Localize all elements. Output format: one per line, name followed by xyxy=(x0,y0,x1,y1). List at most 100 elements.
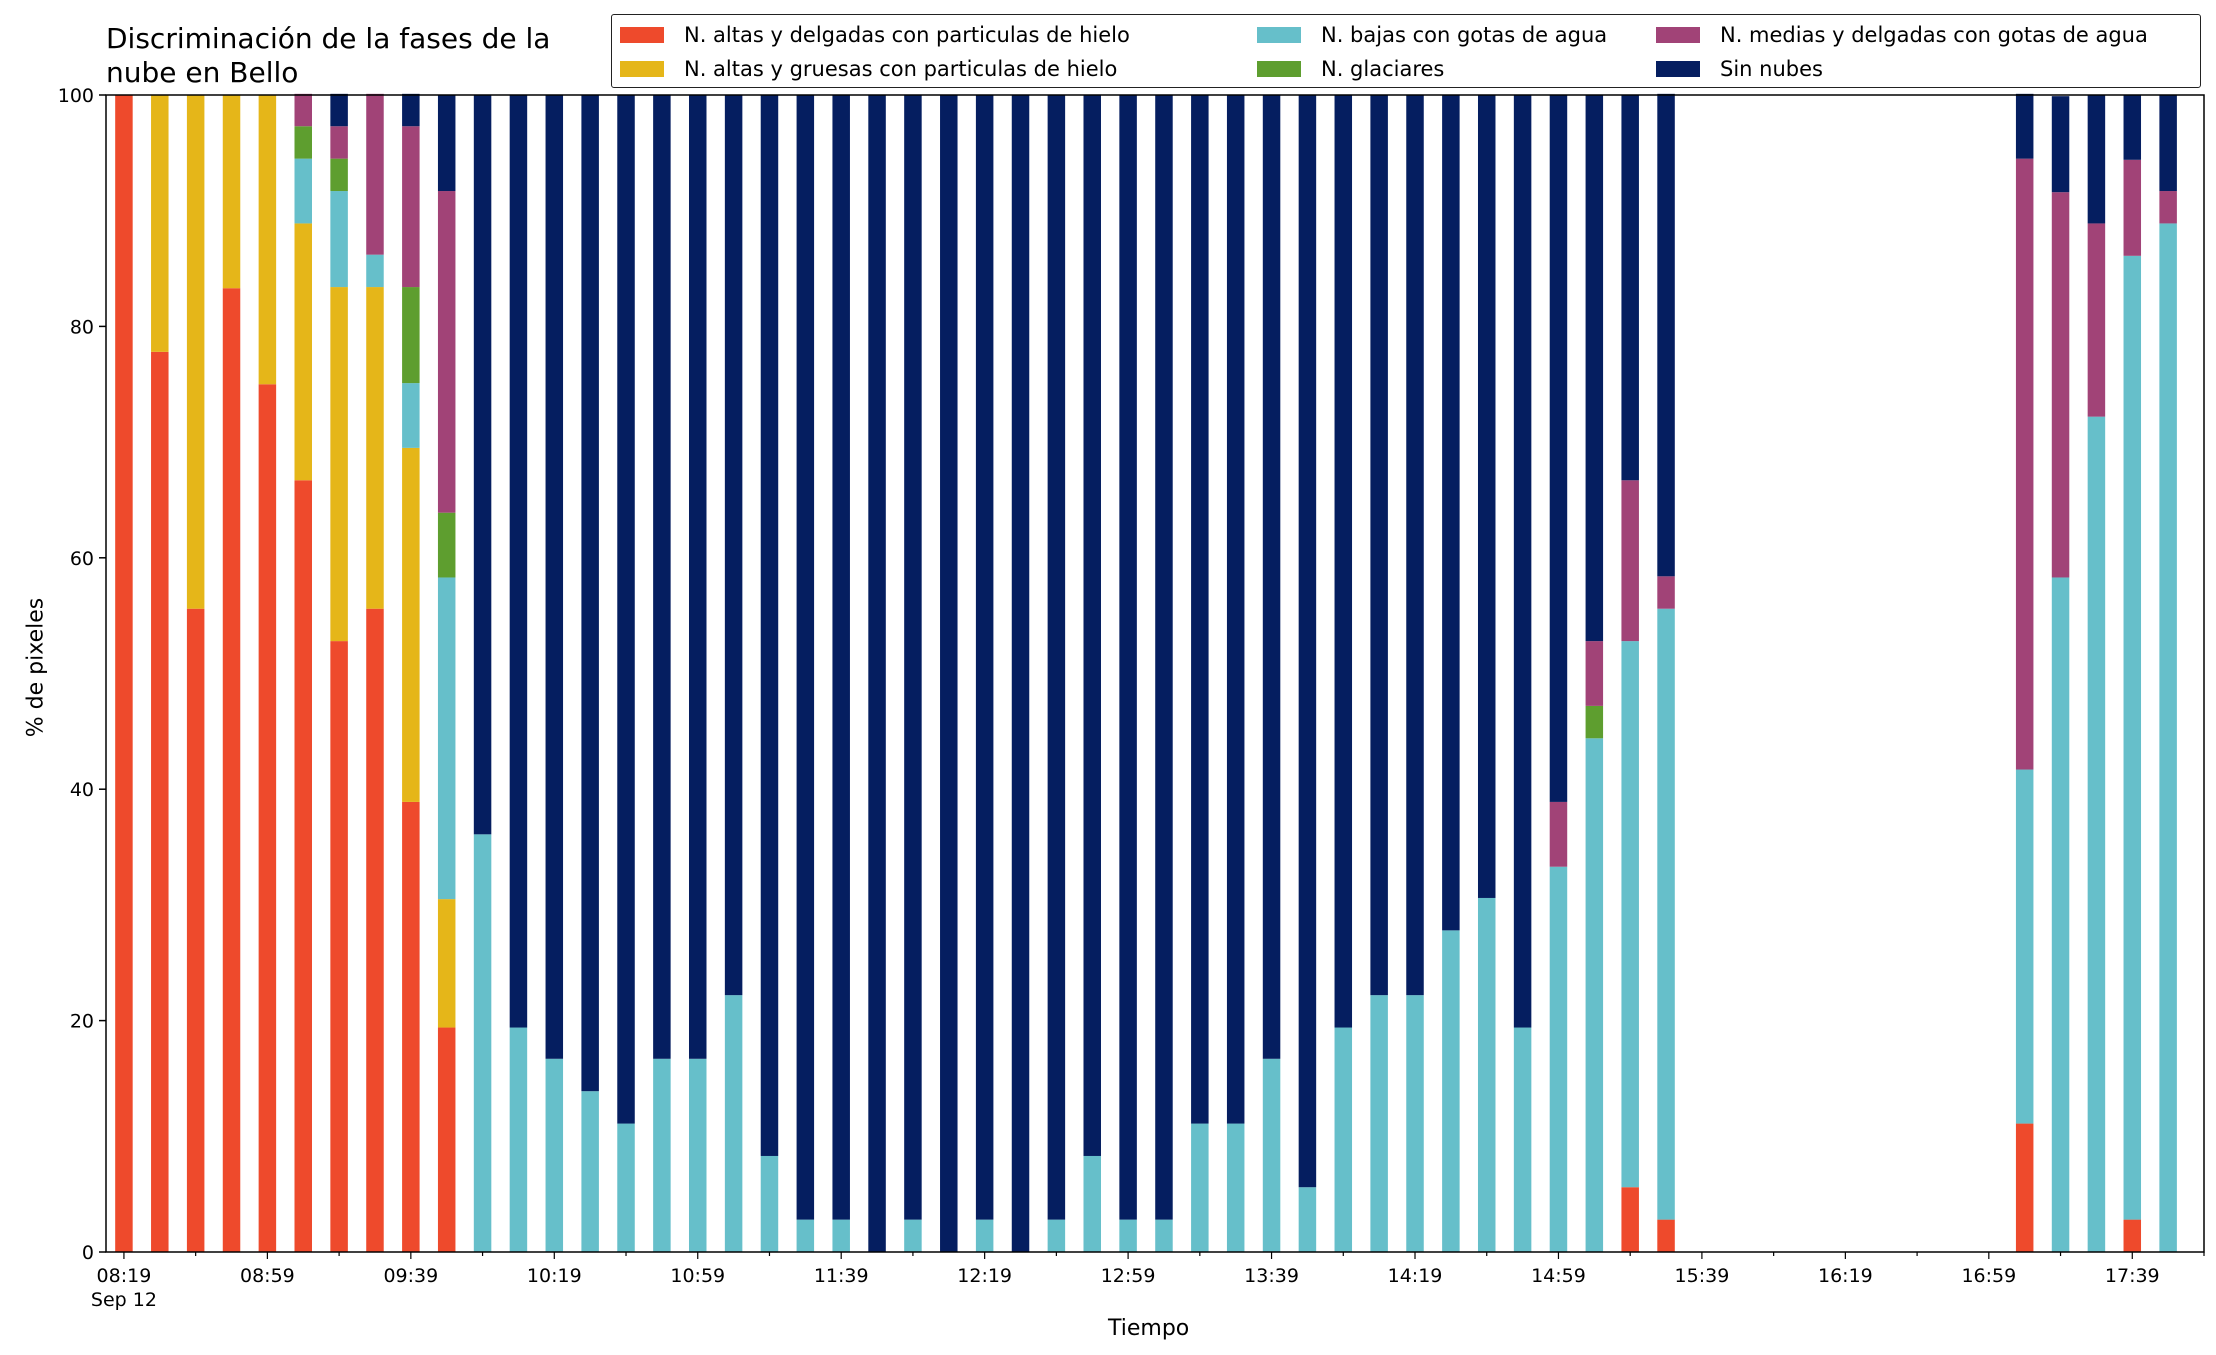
y-axis: 0 20 40 60 80 100 xyxy=(58,85,106,1264)
bar-segment xyxy=(2123,159,2142,256)
bar-segment xyxy=(760,95,779,1156)
legend-item: N. altas y gruesas con particulas de hie… xyxy=(620,55,1117,83)
y-tick-label: 100 xyxy=(58,85,94,107)
bar-segment xyxy=(437,95,456,192)
bar-segment xyxy=(2015,769,2034,1124)
bar-segment xyxy=(1477,897,1496,1252)
bar-segment xyxy=(1513,95,1532,1028)
legend-label: N. medias y delgadas con gotas de agua xyxy=(1720,23,2148,47)
bar-segment xyxy=(402,383,420,448)
bar-segment xyxy=(509,1027,528,1252)
bar-segment xyxy=(1585,705,1604,739)
bar-segment xyxy=(1549,801,1568,867)
x-tick-label: 08:59 xyxy=(240,1265,295,1287)
legend-swatch xyxy=(1257,61,1301,77)
bar-segment xyxy=(1442,930,1460,1252)
bar-segment xyxy=(1370,95,1388,996)
bar-segment xyxy=(1119,95,1137,1220)
x-tick-label: 14:59 xyxy=(1531,1265,1586,1287)
bar-segment xyxy=(1047,1219,1066,1252)
bar-segment xyxy=(330,641,348,1252)
bar-segment xyxy=(1513,1027,1532,1252)
plot-frame xyxy=(105,94,2205,1253)
bar-segment xyxy=(2015,93,2034,159)
bar-segment xyxy=(186,95,205,609)
bar-segment xyxy=(437,191,456,513)
legend-swatch xyxy=(1257,27,1301,43)
bar-segment xyxy=(330,158,348,192)
bar-segment xyxy=(581,95,599,1092)
bar-segment xyxy=(437,512,456,578)
bar-segment xyxy=(294,93,312,127)
bar-segment xyxy=(1477,95,1496,898)
bar-segment xyxy=(1155,1219,1173,1252)
bar-segment xyxy=(688,95,707,1059)
bar-segment xyxy=(1406,95,1424,996)
x-tick-label: 13:39 xyxy=(1244,1265,1299,1287)
bar-segment xyxy=(1657,608,1675,1220)
bar-segment xyxy=(688,1058,707,1252)
bar-segment xyxy=(904,95,922,1220)
legend-item: N. altas y delgadas con particulas de hi… xyxy=(620,21,1130,49)
bar-segment xyxy=(2123,255,2142,1220)
bar-segment xyxy=(151,95,169,352)
bar-segment xyxy=(1585,738,1604,1252)
bar-segment xyxy=(2051,96,2070,193)
legend-swatch xyxy=(1656,61,1700,77)
bar-segment xyxy=(1585,95,1604,642)
bar-segment xyxy=(1334,1027,1353,1252)
x-tick-label: 10:59 xyxy=(670,1265,725,1287)
bar-segment xyxy=(617,95,635,1124)
bar-segment xyxy=(222,95,241,289)
x-tick-label: 16:59 xyxy=(1961,1265,2016,1287)
bar-segment xyxy=(796,1219,815,1252)
bar-segment xyxy=(294,223,312,481)
y-tick-label: 80 xyxy=(70,316,94,338)
bar-segment xyxy=(151,351,169,1252)
bar-segment xyxy=(402,447,420,802)
bar-segment xyxy=(1621,95,1639,481)
bar-segment xyxy=(330,126,348,159)
bar-segment xyxy=(437,577,456,900)
bar-segment xyxy=(402,801,420,1252)
bar-segment xyxy=(653,1058,671,1252)
bar-segment xyxy=(1119,1219,1137,1252)
legend-item: N. bajas con gotas de agua xyxy=(1257,21,1607,49)
bar-segment xyxy=(1657,576,1675,609)
legend-item: N. medias y delgadas con gotas de agua xyxy=(1656,21,2148,49)
bar-segment xyxy=(1370,995,1388,1252)
y-tick-label: 40 xyxy=(70,779,94,801)
bar-segment xyxy=(2123,95,2142,160)
bar-segment xyxy=(366,93,384,255)
legend-swatch xyxy=(620,27,664,43)
bar-segment xyxy=(2015,158,2034,770)
x-axis-label: Tiempo xyxy=(1108,1316,1190,1341)
bar-segment xyxy=(1191,95,1209,1124)
legend-label: N. bajas con gotas de agua xyxy=(1321,23,1608,47)
x-tick-label: 10:19 xyxy=(527,1265,582,1287)
bar-segment xyxy=(832,1219,850,1252)
legend-item: Sin nubes xyxy=(1656,55,1823,83)
bar-segment xyxy=(1083,1155,1101,1252)
bar-segment xyxy=(115,95,133,1252)
bar-segment xyxy=(1442,95,1460,931)
x-tick-sublabel: Sep 12 xyxy=(91,1289,157,1311)
bars-layer xyxy=(115,93,2177,1252)
bar-segment xyxy=(1549,866,1568,1252)
bar-segment xyxy=(868,95,886,1252)
bar-segment xyxy=(1298,95,1317,1188)
bar-segment xyxy=(366,287,384,609)
bar-segment xyxy=(330,287,348,642)
bar-segment xyxy=(975,95,994,1220)
bar-segment xyxy=(1657,93,1675,577)
bar-segment xyxy=(1226,95,1245,1124)
bar-segment xyxy=(294,126,312,159)
bar-segment xyxy=(1621,1187,1639,1252)
bar-segment xyxy=(509,95,528,1028)
bar-segment xyxy=(186,608,205,1252)
bar-segment xyxy=(760,1155,779,1252)
bar-segment xyxy=(1621,480,1639,642)
x-tick-label: 14:19 xyxy=(1388,1265,1443,1287)
